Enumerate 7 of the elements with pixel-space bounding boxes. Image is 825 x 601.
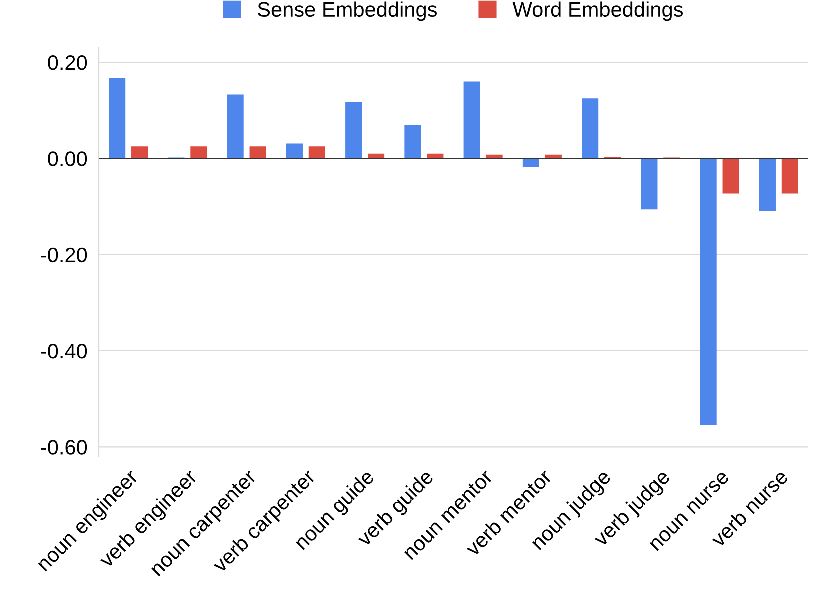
legend-label: Word Embeddings: [512, 2, 684, 22]
legend-label: Sense Embeddings: [258, 2, 438, 22]
y-tick-label: -0.40: [41, 344, 88, 359]
y-tick-label: 0.00: [48, 152, 88, 166]
y-tick-label: -0.20: [41, 248, 88, 263]
y-tick-label: 0.20: [48, 56, 88, 70]
y-tick-label: -0.60: [41, 440, 88, 455]
